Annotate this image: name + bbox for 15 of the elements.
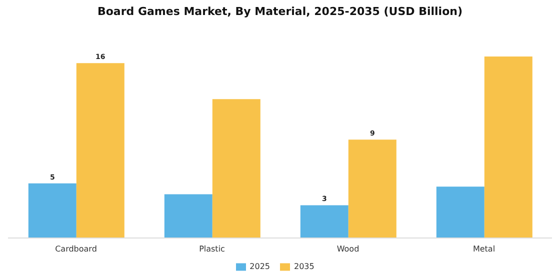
chart-title: Board Games Market, By Material, 2025-2035 (USD Billion)	[96, 4, 464, 20]
bar	[348, 140, 396, 238]
bar	[164, 194, 212, 238]
bar	[76, 63, 124, 238]
bar	[300, 205, 348, 238]
x-tick-label: Plastic	[199, 244, 225, 254]
x-tick-label: Metal	[472, 244, 496, 254]
legend-label: 2035	[294, 262, 314, 272]
legend-label: 2025	[250, 262, 270, 272]
x-tick-label: Wood	[336, 244, 360, 254]
x-tick-label: Cardboard	[55, 244, 97, 254]
bar	[28, 183, 76, 238]
bar	[484, 56, 532, 238]
bar	[212, 99, 260, 238]
bar	[436, 186, 484, 238]
